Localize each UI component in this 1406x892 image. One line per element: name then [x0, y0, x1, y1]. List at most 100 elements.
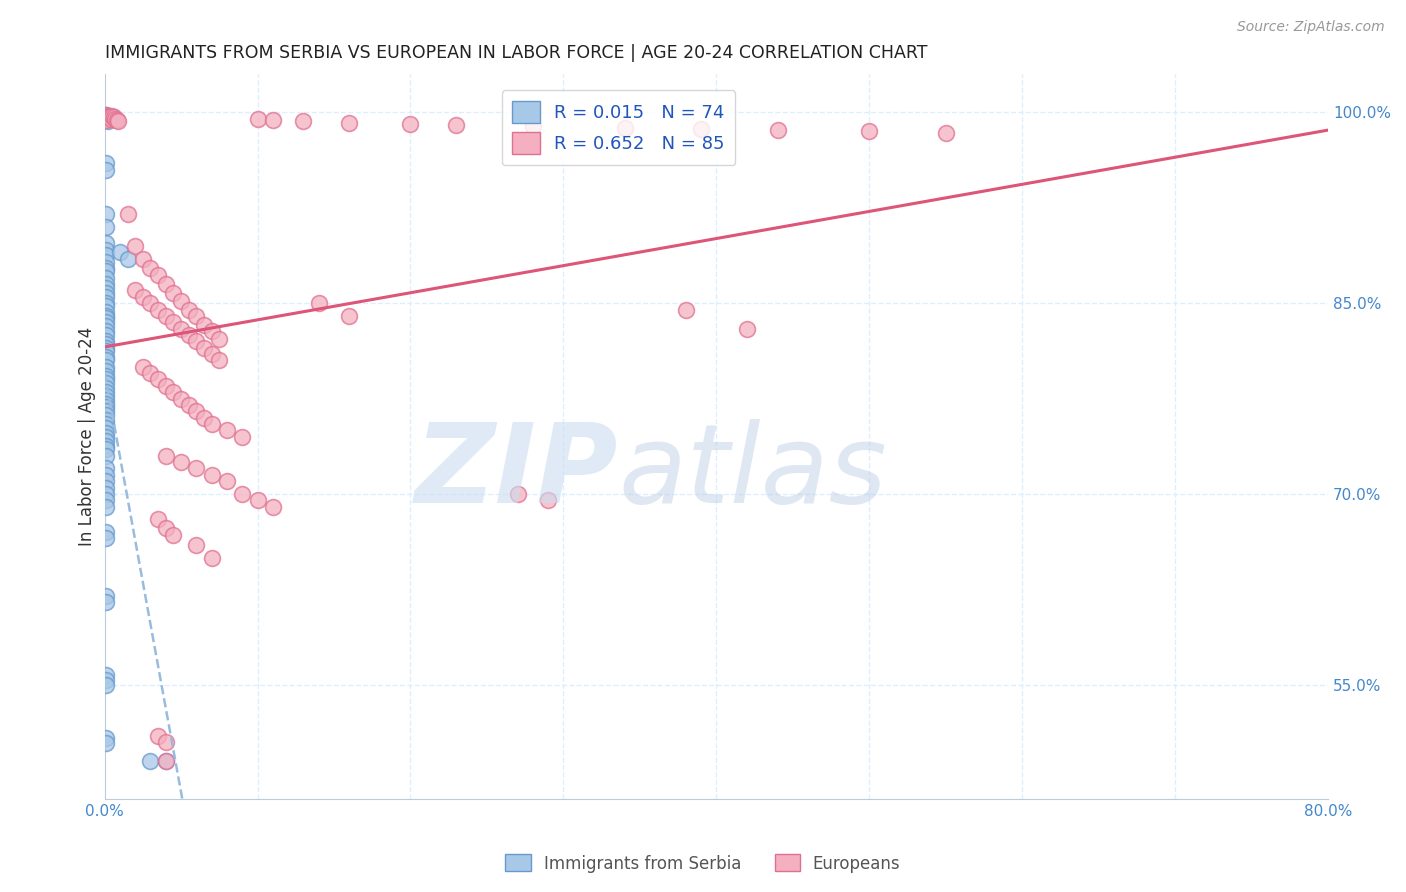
Point — [399, 117, 422, 131]
Point — [177, 398, 200, 412]
Point — [201, 417, 224, 431]
Point — [94, 389, 117, 403]
Point — [155, 309, 177, 323]
Point — [94, 156, 117, 170]
Point — [104, 112, 127, 126]
Point — [94, 461, 117, 475]
Point — [170, 455, 193, 469]
Point — [94, 207, 117, 221]
Point — [186, 461, 208, 475]
Point — [94, 408, 117, 422]
Point — [94, 341, 117, 355]
Point — [94, 421, 117, 435]
Point — [262, 113, 284, 128]
Point — [155, 754, 177, 768]
Point — [94, 385, 117, 400]
Point — [139, 754, 162, 768]
Point — [94, 315, 117, 329]
Text: ZIP: ZIP — [415, 419, 619, 526]
Point — [94, 243, 117, 257]
Point — [94, 368, 117, 383]
Point — [94, 595, 117, 609]
Point — [94, 736, 117, 750]
Point — [308, 296, 330, 310]
Point — [186, 404, 208, 418]
Point — [132, 252, 155, 266]
Point — [292, 114, 315, 128]
Point — [94, 311, 117, 326]
Point — [94, 404, 117, 418]
Point — [935, 126, 957, 140]
Point — [94, 439, 117, 453]
Point — [94, 111, 117, 125]
Point — [522, 120, 544, 134]
Point — [94, 264, 117, 278]
Point — [94, 270, 117, 285]
Text: atlas: atlas — [619, 419, 887, 526]
Point — [94, 376, 117, 391]
Point — [105, 113, 128, 128]
Point — [94, 372, 117, 386]
Point — [201, 324, 224, 338]
Point — [186, 309, 208, 323]
Point — [94, 255, 117, 269]
Point — [94, 481, 117, 495]
Point — [675, 302, 697, 317]
Point — [98, 111, 121, 125]
Point — [94, 108, 117, 122]
Point — [690, 122, 713, 136]
Point — [94, 350, 117, 364]
Point — [94, 334, 117, 349]
Point — [94, 281, 117, 295]
Point — [94, 363, 117, 377]
Point — [146, 268, 169, 282]
Point — [858, 124, 880, 138]
Point — [94, 449, 117, 463]
Point — [94, 236, 117, 251]
Point — [155, 521, 177, 535]
Point — [103, 111, 125, 125]
Point — [162, 315, 184, 329]
Point — [246, 493, 269, 508]
Point — [201, 550, 224, 565]
Point — [117, 207, 139, 221]
Point — [193, 318, 215, 332]
Point — [208, 353, 231, 368]
Point — [124, 239, 146, 253]
Point — [94, 430, 117, 444]
Point — [108, 245, 131, 260]
Point — [613, 120, 636, 135]
Point — [94, 108, 117, 122]
Point — [94, 500, 117, 514]
Point — [94, 324, 117, 338]
Point — [97, 109, 120, 123]
Y-axis label: In Labor Force | Age 20-24: In Labor Force | Age 20-24 — [79, 327, 96, 546]
Point — [94, 296, 117, 310]
Point — [177, 302, 200, 317]
Point — [107, 114, 129, 128]
Point — [537, 493, 560, 508]
Text: IMMIGRANTS FROM SERBIA VS EUROPEAN IN LABOR FORCE | AGE 20-24 CORRELATION CHART: IMMIGRANTS FROM SERBIA VS EUROPEAN IN LA… — [104, 44, 927, 62]
Point — [208, 332, 231, 346]
Point — [94, 359, 117, 374]
Point — [337, 309, 360, 323]
Point — [94, 417, 117, 431]
Point — [94, 290, 117, 304]
Point — [94, 336, 117, 351]
Point — [94, 344, 117, 359]
Point — [94, 113, 117, 128]
Point — [94, 285, 117, 300]
Point — [94, 327, 117, 342]
Point — [94, 381, 117, 395]
Point — [94, 493, 117, 508]
Point — [506, 487, 529, 501]
Point — [94, 673, 117, 687]
Point — [97, 114, 120, 128]
Point — [262, 500, 284, 514]
Text: Source: ZipAtlas.com: Source: ZipAtlas.com — [1237, 20, 1385, 34]
Point — [177, 327, 200, 342]
Point — [94, 392, 117, 407]
Point — [98, 109, 121, 123]
Point — [215, 423, 238, 437]
Point — [94, 260, 117, 275]
